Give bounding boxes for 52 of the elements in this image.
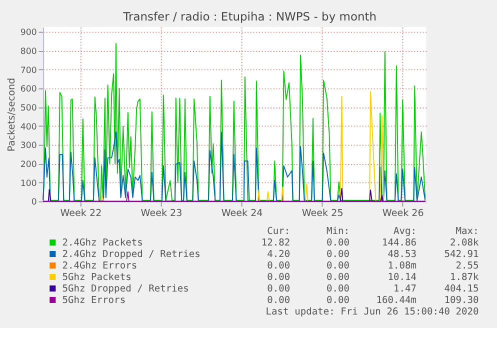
y-tick-label: 100 xyxy=(20,178,37,189)
x-tick-label: Week 23 xyxy=(140,208,182,220)
text: 0.00 xyxy=(326,283,350,294)
legend-label: 5Ghz Dropped / Retries xyxy=(62,283,189,294)
text: 0.00 xyxy=(267,260,290,272)
chart-title: Transfer / radio : Etupiha : NWPS - by month xyxy=(122,9,377,24)
text: 0.00 xyxy=(267,294,290,306)
y-tick-label: 500 xyxy=(20,103,37,114)
x-tick-label: Week 24 xyxy=(221,208,263,220)
text: 0.00 xyxy=(267,272,290,283)
x-tick-label: Week 22 xyxy=(60,208,102,220)
text: 2.55 xyxy=(456,260,479,272)
text: 109.30 xyxy=(444,294,480,306)
text: Max: xyxy=(456,226,479,237)
y-axis-title: Packets/second xyxy=(6,78,18,152)
y-tick-label: 200 xyxy=(20,160,37,170)
legend-label: 2.4Ghz Errors xyxy=(62,260,138,272)
y-tick-label: 800 xyxy=(20,46,37,57)
text: 1.08m xyxy=(388,260,417,272)
text: 144.86 xyxy=(382,237,417,248)
text: 10.14 xyxy=(388,272,417,283)
text: 1.47 xyxy=(394,283,417,294)
text: 12.82 xyxy=(261,237,290,248)
text: 0.00 xyxy=(326,237,350,248)
text: 0.00 xyxy=(326,294,350,306)
y-tick-label: 0 xyxy=(31,198,37,208)
legend-label: 5Ghz Errors xyxy=(62,294,126,306)
y-tick-label: 400 xyxy=(20,122,37,132)
text: Min: xyxy=(326,226,350,237)
y-tick-label: 900 xyxy=(20,28,37,38)
text: Last update: Fri Jun 26 15:00:40 2020 xyxy=(266,306,480,318)
legend-label: 2.4Ghz Dropped / Retries xyxy=(62,248,200,260)
y-tick-label: 300 xyxy=(20,141,37,152)
text: 0.00 xyxy=(326,272,350,283)
x-tick-label: Week 25 xyxy=(302,208,344,220)
legend-label: 5Ghz Packets xyxy=(62,272,132,283)
x-tick-label: Week 26 xyxy=(382,208,424,220)
text: 2.08k xyxy=(450,237,480,248)
text: 404.15 xyxy=(444,283,479,294)
text: 160.44m xyxy=(376,294,417,306)
text: 0.00 xyxy=(267,283,290,294)
legend-label: 2.4Ghz Packets xyxy=(62,237,143,248)
text: Cur: xyxy=(267,226,290,237)
text: 1.87k xyxy=(450,272,480,283)
text: 48.53 xyxy=(388,248,417,260)
y-tick-label: 700 xyxy=(20,66,37,76)
text: 0.00 xyxy=(326,260,350,272)
text: Avg: xyxy=(394,226,417,237)
text: 542.91 xyxy=(444,248,480,260)
text: 4.20 xyxy=(267,248,290,260)
y-tick-label: 600 xyxy=(20,84,37,95)
text: 0.00 xyxy=(326,248,350,260)
